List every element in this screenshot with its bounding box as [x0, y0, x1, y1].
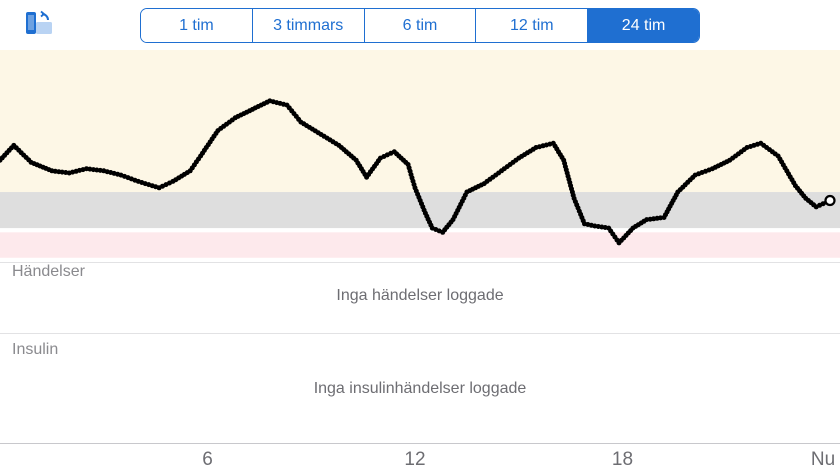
latest-reading-marker[interactable]: [824, 194, 836, 207]
range-1h[interactable]: 1 tim: [141, 9, 253, 42]
x-tick-label: 18: [611, 449, 634, 470]
range-24h[interactable]: 24 tim: [588, 9, 699, 42]
glucose-readings: [0, 98, 829, 246]
time-range-selector: 1 tim 3 timmars 6 tim 12 tim 24 tim: [140, 8, 700, 43]
range-6h[interactable]: 6 tim: [364, 9, 477, 42]
events-title: Händelser: [12, 263, 85, 280]
section-divider: [0, 262, 840, 263]
glucose-chart: [0, 50, 840, 258]
x-axis-line: [0, 443, 840, 444]
x-tick-label: Nu: [810, 449, 836, 470]
range-3h[interactable]: 3 timmars: [252, 9, 365, 42]
rotate-device-icon[interactable]: [20, 10, 56, 40]
high-zone-band: [0, 50, 840, 193]
events-empty-message: Inga händelser loggade: [336, 287, 504, 304]
insulin-title: Insulin: [12, 341, 59, 358]
insulin-empty-message: Inga insulinhändelser loggade: [313, 380, 527, 397]
range-12h[interactable]: 12 tim: [476, 9, 589, 42]
section-divider: [0, 333, 840, 334]
low-zone-band: [0, 232, 840, 258]
x-tick-label: 6: [202, 449, 213, 470]
x-tick-label: 12: [404, 449, 426, 470]
